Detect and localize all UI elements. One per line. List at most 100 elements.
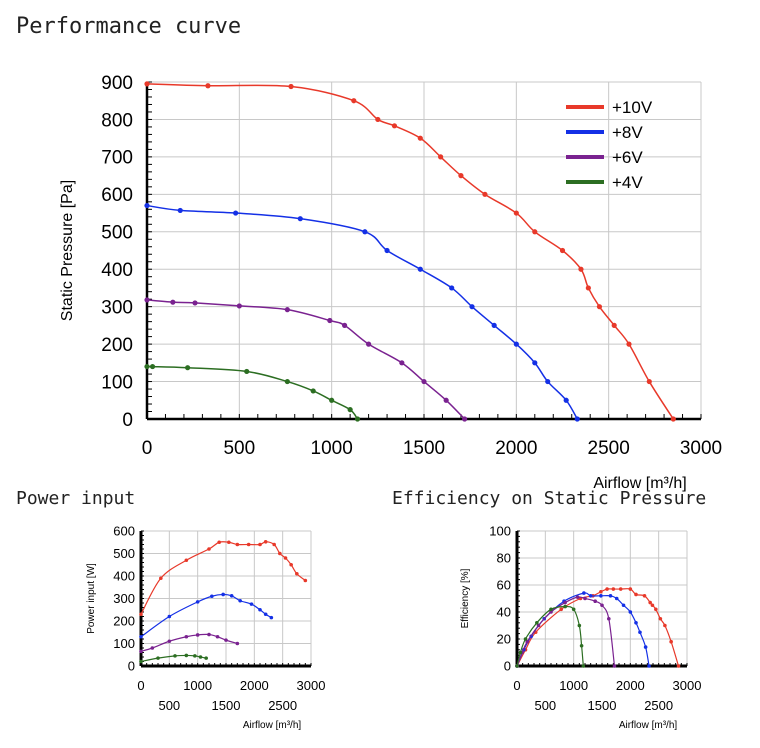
efficiency-chart-x-axis-label: Airflow [m³/h] — [619, 720, 678, 731]
data-point — [185, 365, 191, 371]
data-point — [577, 623, 582, 628]
data-point — [593, 599, 597, 603]
data-point — [578, 266, 584, 272]
data-point — [605, 587, 609, 591]
y-tick-label: 0 — [128, 659, 135, 674]
x-tick-label: 2500 — [588, 438, 630, 459]
data-point — [263, 612, 268, 617]
y-tick-label: 700 — [101, 148, 133, 169]
data-point — [611, 587, 616, 591]
data-point — [288, 83, 294, 90]
data-point — [391, 123, 398, 129]
series-plus-4V — [139, 653, 208, 664]
series-plus-6V — [139, 632, 240, 654]
data-point — [217, 540, 221, 545]
data-point — [417, 266, 423, 272]
series-line — [140, 633, 238, 652]
data-point — [284, 307, 290, 313]
data-point — [549, 607, 553, 612]
y-tick-label: 500 — [113, 546, 135, 561]
data-point — [150, 646, 155, 650]
data-point — [571, 607, 576, 612]
data-point — [198, 655, 203, 659]
y-tick-label: 800 — [101, 110, 133, 131]
data-point — [443, 397, 449, 403]
data-point — [366, 341, 372, 347]
data-point — [144, 81, 150, 87]
data-point — [205, 83, 211, 89]
y-tick-label: 100 — [113, 636, 135, 651]
data-point — [545, 378, 551, 385]
series-line — [516, 605, 584, 667]
data-point — [670, 416, 676, 422]
data-point — [215, 634, 220, 639]
data-point — [139, 659, 143, 664]
data-point — [347, 407, 353, 413]
data-point — [139, 634, 143, 639]
data-point — [583, 596, 587, 601]
efficiency-title: Efficiency on Static Pressure — [392, 488, 707, 509]
data-point — [588, 594, 593, 598]
x-tick-label: 2500 — [644, 698, 673, 713]
data-point — [458, 173, 464, 179]
x-tick-label: 3000 — [297, 678, 326, 693]
x-tick-label: 1500 — [403, 438, 445, 459]
y-tick-label: 20 — [497, 632, 511, 647]
data-point — [210, 594, 214, 599]
data-point — [634, 592, 638, 597]
data-point — [563, 604, 567, 609]
data-point — [621, 603, 626, 608]
data-point — [600, 603, 604, 608]
data-point — [585, 285, 591, 291]
efficiency-chart-y-axis-label: Efficiency [%] — [460, 568, 471, 628]
data-point — [676, 664, 681, 668]
data-point — [612, 664, 617, 668]
data-point — [559, 247, 566, 254]
y-tick-label: 300 — [113, 591, 135, 606]
data-point — [193, 654, 197, 658]
y-tick-label: 200 — [113, 614, 135, 629]
series-line — [516, 588, 680, 667]
data-point — [607, 616, 611, 621]
x-tick-label: 500 — [158, 698, 180, 713]
x-tick-label: 0 — [142, 438, 153, 459]
data-point — [658, 616, 663, 621]
data-point — [244, 368, 250, 375]
data-point — [229, 594, 234, 598]
data-point — [284, 378, 290, 385]
data-point — [574, 416, 580, 422]
series-plus-8V — [144, 202, 580, 422]
data-point — [647, 664, 651, 668]
data-point — [263, 540, 268, 544]
data-point — [513, 341, 519, 347]
data-point — [642, 594, 647, 598]
series-line — [146, 299, 466, 420]
x-tick-label: 1500 — [212, 698, 241, 713]
data-point — [184, 558, 189, 563]
data-point — [238, 598, 242, 603]
data-point — [581, 664, 586, 668]
y-tick-label: 60 — [497, 578, 511, 593]
data-point — [341, 322, 348, 328]
data-point — [236, 303, 242, 309]
data-point — [184, 653, 189, 658]
data-point — [669, 639, 673, 644]
data-point — [384, 247, 390, 254]
y-tick-label: 200 — [101, 335, 133, 356]
data-point — [177, 207, 183, 214]
data-point — [549, 610, 553, 614]
data-point — [582, 591, 586, 595]
series-plus-8V — [139, 592, 274, 639]
series-plus-4V — [144, 363, 361, 422]
data-point — [139, 612, 143, 617]
data-point — [221, 592, 225, 597]
data-point — [563, 600, 567, 605]
data-point — [628, 587, 633, 591]
data-point — [449, 285, 455, 291]
y-tick-label: 900 — [101, 73, 133, 94]
data-point — [654, 607, 658, 612]
data-point — [599, 589, 603, 594]
data-point — [354, 416, 361, 422]
data-point — [596, 304, 603, 310]
